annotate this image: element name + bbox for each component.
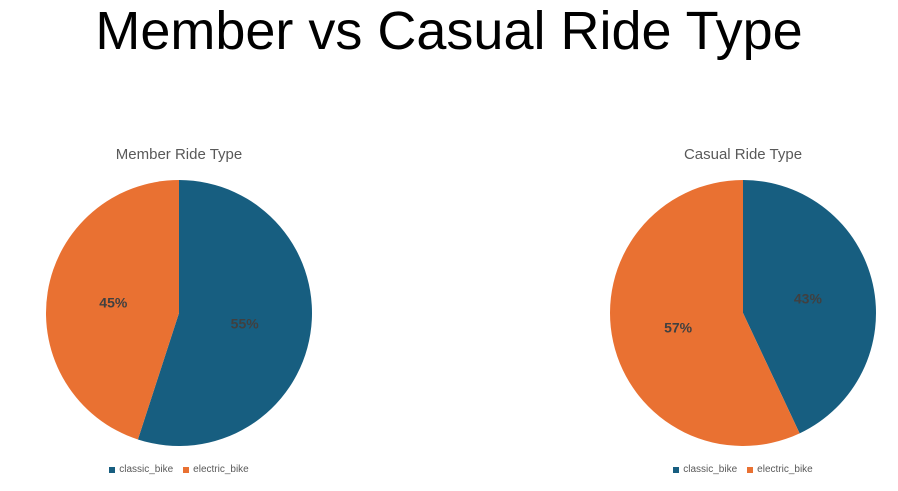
legend-label-electric-bike: electric_bike (193, 464, 249, 475)
legend-item-electric-bike: electric_bike (183, 464, 249, 475)
member-pie-chart: Member Ride Type 55% 45% classic_bike ele… (14, 140, 344, 485)
casual-slice-electric-bike (610, 180, 800, 447)
legend-swatch-classic-bike (109, 466, 116, 473)
member-pie-svg: 55% 45% (46, 180, 313, 446)
member-label-classic-bike: 55% (231, 315, 260, 331)
member-chart-title: Member Ride Type (115, 146, 243, 163)
legend-item-classic-bike: classic_bike (673, 464, 737, 475)
legend-swatch-electric-bike (747, 466, 754, 473)
member-slice-classic-bike (137, 180, 313, 446)
casual-legend: classic_bike electric_bike (578, 464, 898, 475)
casual-pie-chart: Casual Ride Type 43% 57% classic_bike ele… (578, 140, 898, 485)
casual-label-classic-bike: 43% (794, 290, 823, 306)
member-legend: classic_bike electric_bike (14, 464, 344, 475)
legend-label-classic-bike: classic_bike (683, 464, 738, 475)
member-label-electric-bike: 45% (99, 295, 128, 311)
legend-label-classic-bike: classic_bike (119, 464, 174, 475)
legend-swatch-electric-bike (183, 466, 190, 473)
casual-pie-svg: 43% 57% (610, 180, 876, 447)
legend-swatch-classic-bike (673, 466, 680, 473)
legend-label-electric-bike: electric_bike (757, 464, 813, 475)
legend-item-classic-bike: classic_bike (109, 464, 173, 475)
casual-chart-title: Casual Ride Type (683, 146, 803, 163)
member-slice-electric-bike (46, 180, 180, 440)
casual-slice-classic-bike (743, 180, 876, 434)
legend-item-electric-bike: electric_bike (747, 464, 813, 475)
page-title: Member vs Casual Ride Type (95, 1, 803, 61)
casual-label-electric-bike: 57% (664, 320, 693, 336)
